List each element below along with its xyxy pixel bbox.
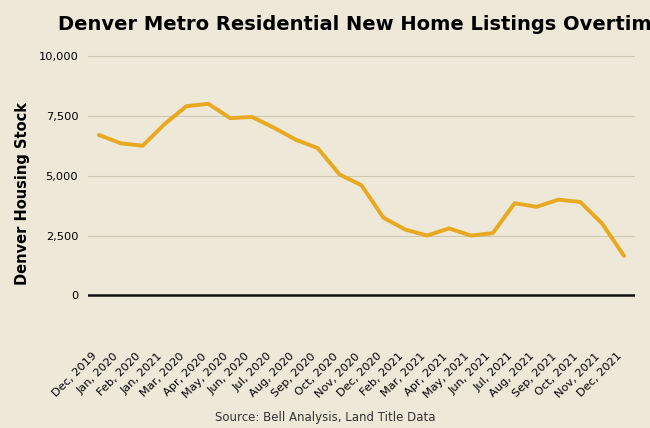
Text: Source: Bell Analysis, Land Title Data: Source: Bell Analysis, Land Title Data [214,411,436,424]
Y-axis label: Denver Housing Stock: Denver Housing Stock [15,102,30,285]
Title: Denver Metro Residential New Home Listings Overtime: Denver Metro Residential New Home Listin… [58,15,650,34]
